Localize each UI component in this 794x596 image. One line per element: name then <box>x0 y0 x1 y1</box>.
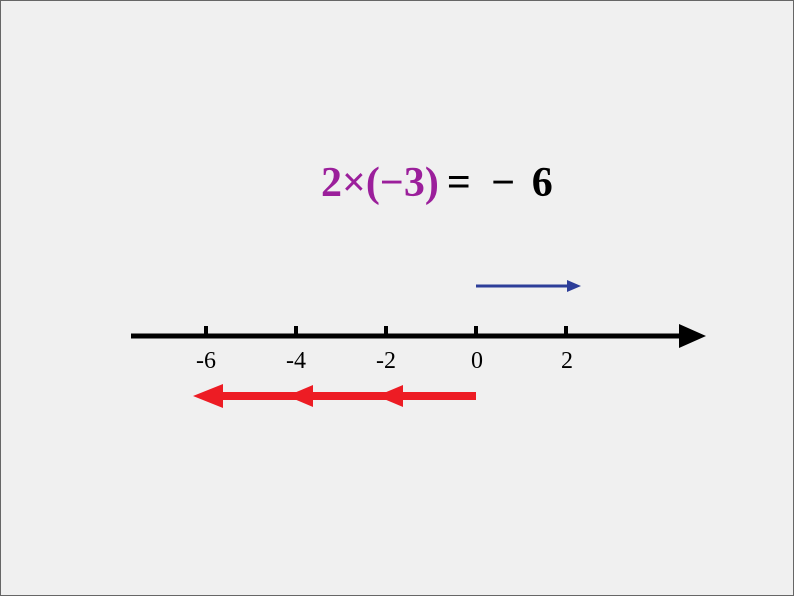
equation-result: 6 <box>532 160 553 206</box>
blue-arrow-head <box>567 280 581 292</box>
label-neg2: -2 <box>376 348 396 375</box>
red-arrow-head-1 <box>377 385 403 407</box>
red-arrow-head-3 <box>193 384 223 408</box>
equation: 2×(−3)= − 6 <box>321 159 553 207</box>
equation-three: 3) <box>404 160 439 206</box>
label-neg6: -6 <box>196 348 216 375</box>
equation-equals: = <box>447 160 471 206</box>
number-line-svg <box>131 256 731 426</box>
diagram-container: -6 -4 -2 0 2 <box>131 256 731 431</box>
label-2: 2 <box>561 348 573 375</box>
equation-minus2: − <box>491 160 515 206</box>
equation-left: 2×( <box>321 160 380 206</box>
equation-minus: − <box>380 160 404 206</box>
red-arrow-head-2 <box>287 385 313 407</box>
label-neg4: -4 <box>286 348 306 375</box>
label-0: 0 <box>471 348 483 375</box>
axis-arrow-head <box>679 324 706 348</box>
